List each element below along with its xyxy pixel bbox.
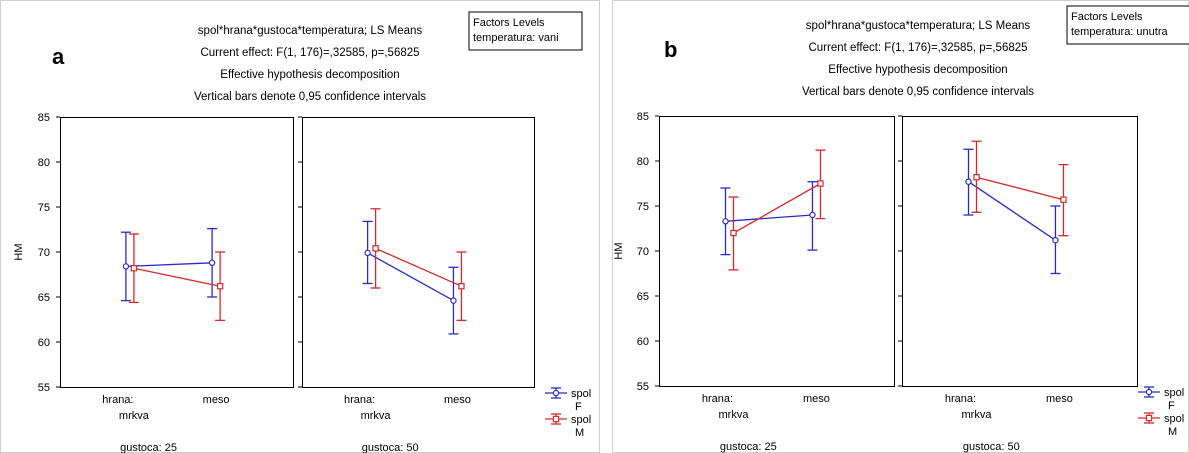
chart-title-line: Vertical bars denote 0,95 confidence int…	[194, 91, 426, 103]
panel-label: gustoca: 25	[120, 442, 177, 453]
factor-box-title: Factors Levels	[1071, 11, 1143, 23]
legend-title: spol	[571, 414, 591, 426]
y-tick-label: 80	[637, 156, 649, 168]
data-point	[1052, 236, 1059, 244]
y-tick-label: 70	[637, 246, 649, 258]
legend-marker	[552, 415, 560, 423]
data-point	[1060, 196, 1067, 203]
panel-label: gustoca: 25	[720, 441, 777, 453]
y-tick-label: 60	[637, 336, 649, 348]
legend-title: spol	[1164, 413, 1184, 425]
factor-box	[1066, 5, 1189, 45]
legend-title: spol	[1164, 387, 1184, 399]
x-tick-label: meso	[803, 393, 830, 405]
chart-title-line: spol*hrana*gustoca*temperatura; LS Means	[198, 25, 423, 37]
legend-marker	[1145, 388, 1153, 396]
x-tick-label: meso	[444, 394, 471, 406]
series-line	[976, 176, 1064, 201]
y-tick-label: 55	[637, 381, 649, 393]
chart-title-line: spol*hrana*gustoca*temperatura; LS Means	[806, 20, 1031, 32]
data-point	[208, 259, 216, 266]
legend-marker	[1145, 414, 1153, 422]
y-axis-label: HM	[13, 243, 25, 260]
data-point	[130, 265, 138, 272]
data-point	[216, 283, 224, 290]
x-tick-label: hrana:	[102, 394, 133, 406]
x-tick-label: hrana:	[344, 394, 375, 406]
figure-b: b spol*hrana*gustoca*temperatura; LS Mean…	[612, 0, 1189, 453]
legend-entry: F	[575, 401, 582, 413]
legend-title: spol	[571, 388, 591, 400]
figure-label: a	[52, 44, 65, 69]
data-point	[973, 174, 980, 181]
x-tick-label: mrkva	[119, 410, 150, 422]
series-line	[733, 182, 821, 234]
chart-title-line: Current effect: F(1, 176)=,32585, p=,568…	[200, 47, 419, 59]
y-tick-label: 80	[38, 157, 50, 169]
plot-panel	[659, 116, 895, 387]
y-tick-label: 85	[637, 111, 649, 123]
y-tick-label: 65	[637, 291, 649, 303]
series-line	[375, 247, 462, 287]
y-axis-label: HM	[613, 242, 625, 259]
factor-box-title: Factors Levels	[473, 17, 545, 29]
factor-box-value: temperatura: vani	[473, 32, 559, 44]
data-point	[965, 178, 972, 185]
x-tick-label: mrkva	[719, 409, 750, 421]
data-point	[730, 229, 737, 237]
plot-panel	[902, 116, 1138, 387]
series-line	[367, 252, 454, 302]
y-tick-label: 75	[637, 201, 649, 213]
data-point	[809, 211, 816, 219]
x-tick-label: hrana:	[945, 393, 976, 405]
y-tick-label: 55	[38, 382, 50, 394]
figure-a-chart: a spol*hrana*gustoca*temperatura; LS Mean…	[0, 0, 600, 453]
chart-title-line: Vertical bars denote 0,95 confidence int…	[802, 86, 1034, 98]
factor-box-value: temperatura: unutra	[1071, 26, 1168, 38]
data-point	[458, 283, 465, 290]
legend-entry: F	[1168, 400, 1175, 412]
factor-box	[468, 11, 583, 51]
data-point	[122, 263, 130, 270]
legend-entry: M	[575, 427, 584, 439]
series-line	[133, 267, 221, 287]
figure-b-chart: b spol*hrana*gustoca*temperatura; LS Mean…	[612, 0, 1189, 453]
x-tick-label: mrkva	[962, 409, 993, 421]
data-point	[722, 218, 729, 225]
data-point	[450, 297, 457, 304]
data-point	[364, 249, 371, 257]
series-line	[725, 214, 813, 222]
legend-entry: M	[1168, 426, 1177, 438]
legend-marker	[552, 389, 560, 397]
data-point	[817, 180, 824, 187]
y-tick-label: 65	[38, 292, 50, 304]
panel-label: gustoca: 50	[963, 441, 1020, 453]
series-line	[968, 181, 1056, 241]
figure-label: b	[664, 37, 677, 62]
panel-label: gustoca: 50	[362, 442, 419, 453]
series-line	[125, 262, 213, 268]
x-tick-label: mrkva	[361, 410, 392, 422]
data-point	[372, 245, 379, 252]
y-tick-label: 85	[38, 112, 50, 124]
y-tick-label: 70	[38, 247, 50, 259]
plot-panel	[60, 117, 294, 388]
x-tick-label: meso	[203, 394, 230, 406]
plot-panel	[302, 117, 535, 388]
chart-title-line: Current effect: F(1, 176)=,32585, p=,568…	[808, 42, 1027, 54]
y-tick-label: 60	[38, 337, 50, 349]
y-tick-label: 75	[38, 202, 50, 214]
x-tick-label: hrana:	[702, 393, 733, 405]
chart-title-line: Effective hypothesis decomposition	[220, 69, 399, 81]
chart-title-line: Effective hypothesis decomposition	[828, 64, 1007, 76]
x-tick-label: meso	[1046, 393, 1073, 405]
figure-a: a spol*hrana*gustoca*temperatura; LS Mean…	[0, 0, 600, 453]
